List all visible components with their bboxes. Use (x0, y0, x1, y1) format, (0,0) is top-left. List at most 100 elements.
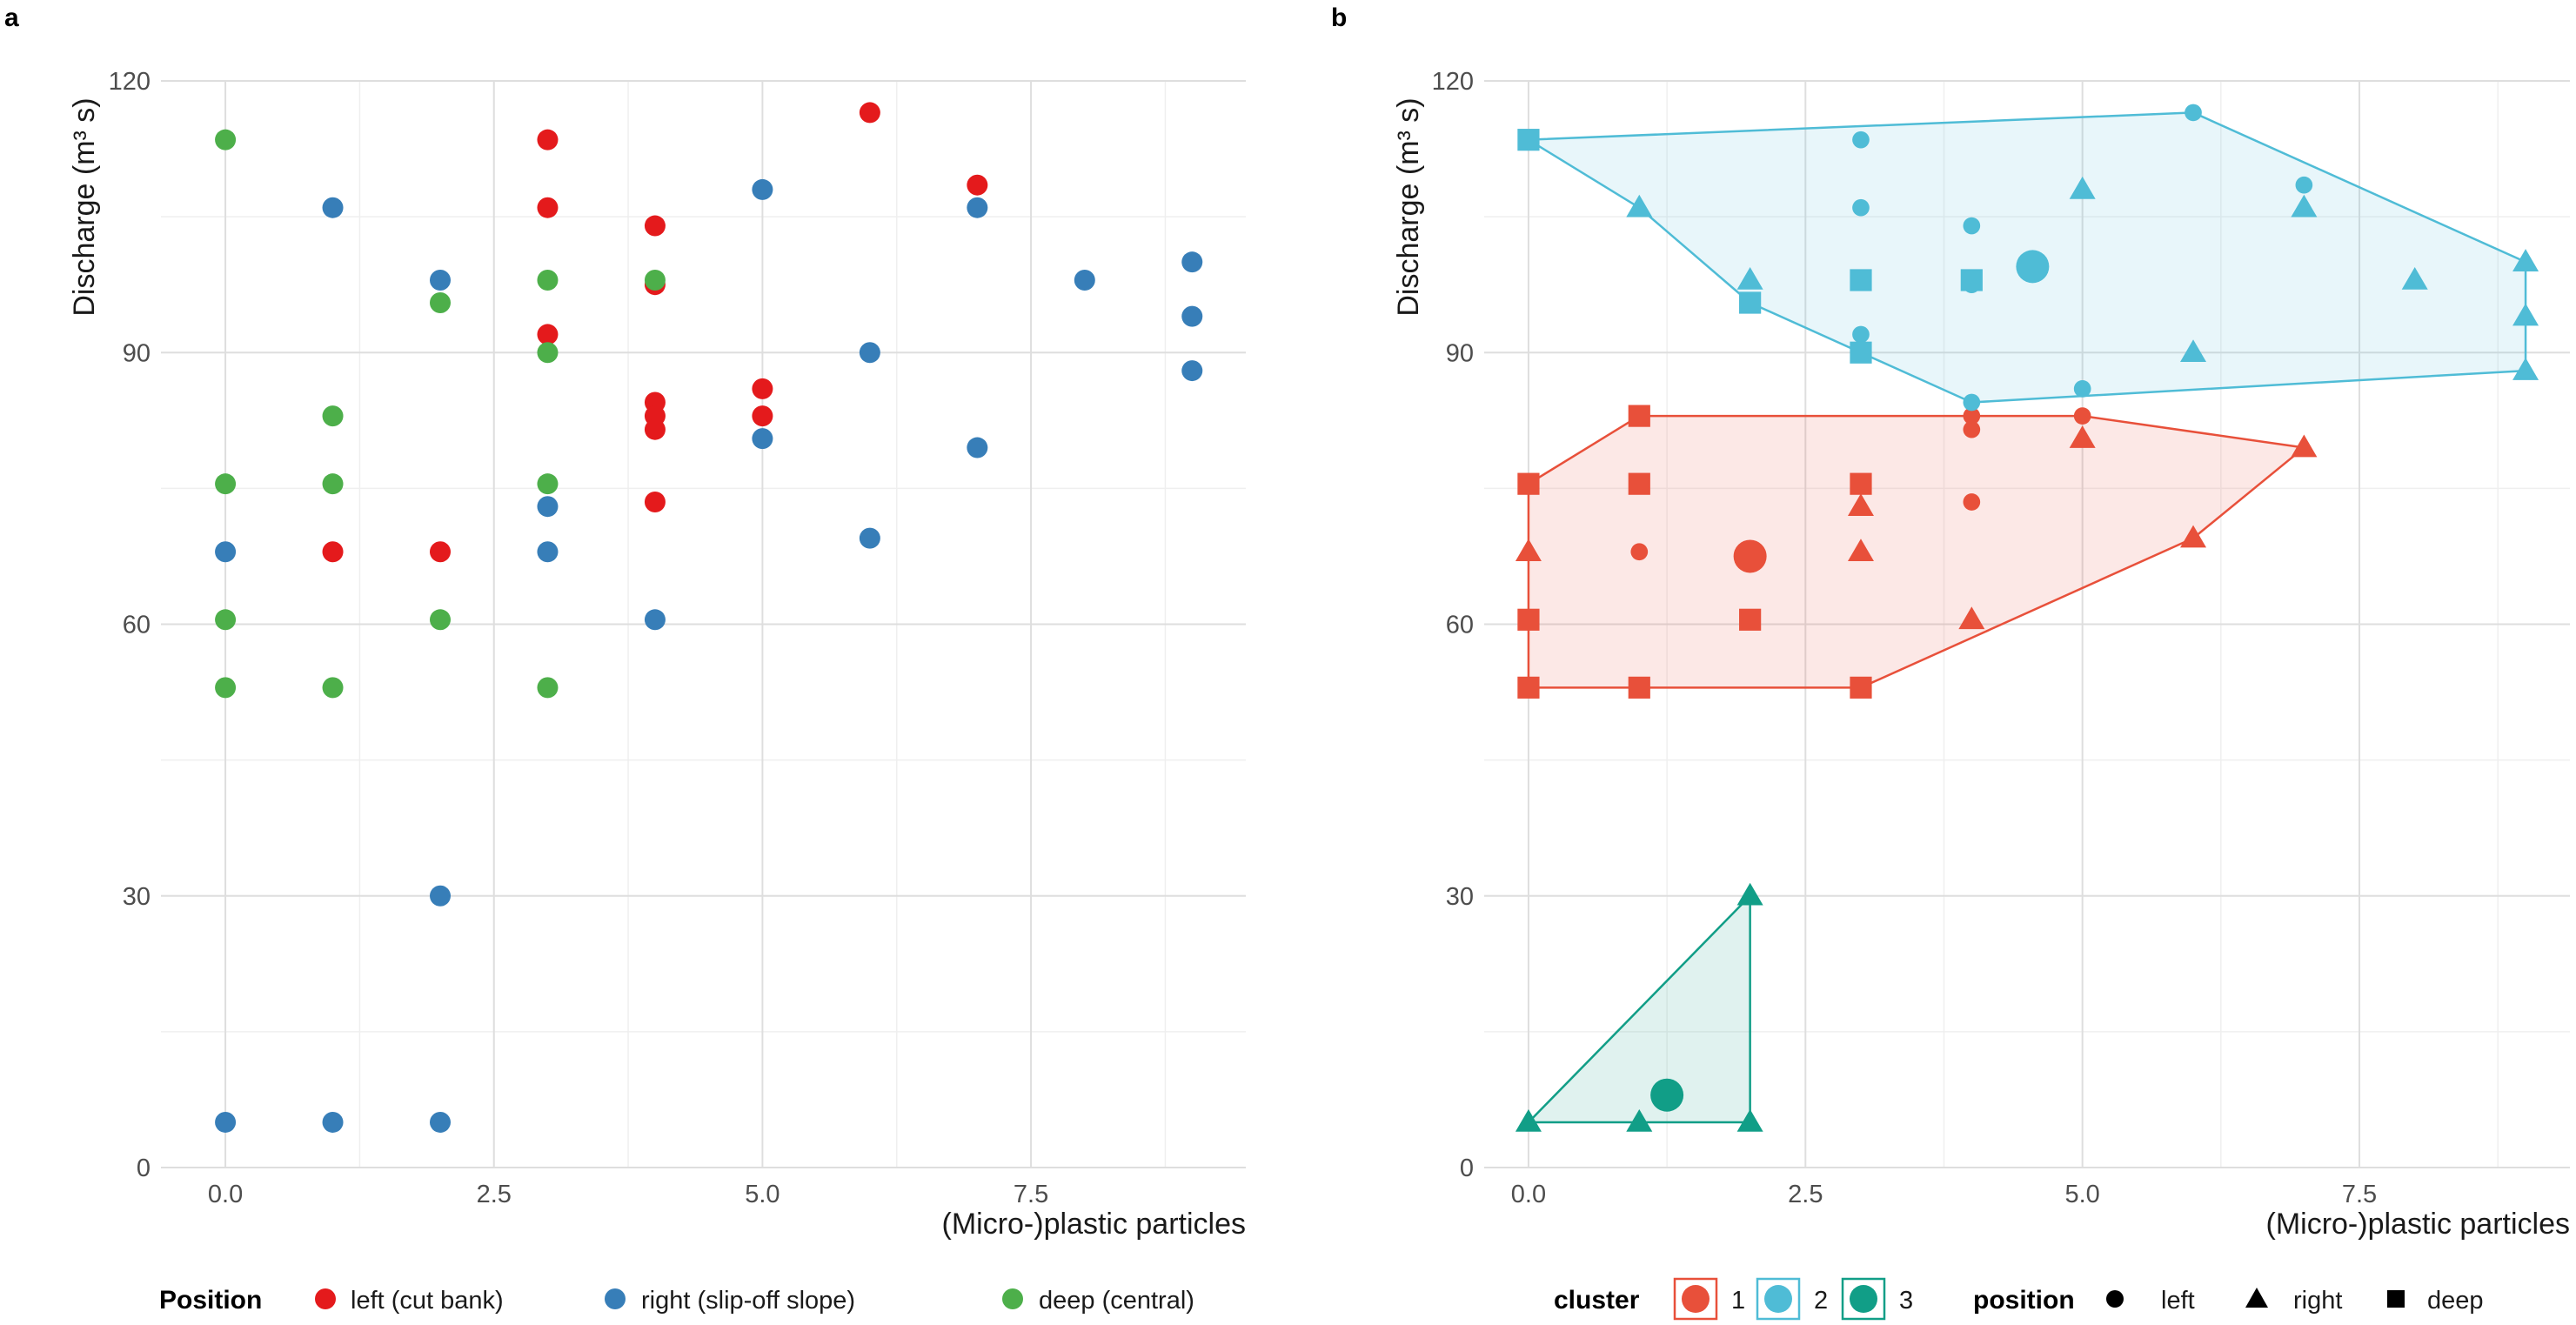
point-cluster-2-circle (2295, 176, 2313, 194)
panel-b-x-axis-title: (Micro-)plastic particles (2266, 1208, 2571, 1241)
legend-label-shape-left: left (2161, 1287, 2195, 1315)
point-deep-central (537, 342, 559, 364)
point-cluster-2-square (1850, 269, 1872, 291)
point-deep-central (322, 473, 344, 495)
point-right-slip-off-slope (1181, 360, 1203, 382)
panel-b-y-tick-label: 120 (1432, 68, 1474, 96)
point-right-slip-off-slope (430, 269, 452, 291)
point-right-slip-off-slope (1074, 269, 1095, 291)
point-right-slip-off-slope (322, 1111, 344, 1133)
point-cluster-1-circle (2073, 407, 2091, 425)
point-right-slip-off-slope (859, 342, 880, 364)
point-right-slip-off-slope (752, 428, 773, 450)
point-deep-central (322, 405, 344, 427)
point-cluster-2-triangle (2512, 303, 2539, 326)
legend-key-deep-central (1002, 1288, 1023, 1309)
point-right-slip-off-slope (537, 496, 559, 518)
panel-a: a 0 30 60 90 120 0.0 2.5 5.0 7.5 Discharge (m³ s… (4, 3, 1246, 1315)
panel-b-points (1515, 104, 2539, 1132)
point-cluster-1-square (1628, 472, 1650, 495)
point-deep-central (215, 129, 237, 151)
legend-label-deep-central: deep (central) (1039, 1287, 1194, 1315)
point-right-slip-off-slope (430, 1111, 452, 1133)
point-left-cut-bank (322, 541, 344, 563)
point-cluster-2-circle (1963, 217, 1981, 235)
point-right-slip-off-slope (215, 1111, 237, 1133)
point-cluster-1-circle (1963, 407, 1981, 425)
panel-b-x-tick-label: 7.5 (2342, 1181, 2377, 1208)
point-cluster-1-square (1628, 676, 1650, 699)
legend-key-cluster-1 (1682, 1285, 1710, 1313)
point-left-cut-bank (644, 215, 666, 237)
point-cluster-1-square (1850, 472, 1872, 495)
point-right-slip-off-slope (967, 437, 988, 458)
panel-b-x-tick-label: 0.0 (1511, 1181, 1546, 1208)
panel-a-y-tick-label: 0 (137, 1154, 151, 1182)
legend-key-cluster-1-box (1673, 1277, 1718, 1321)
legend-key-cluster-3 (1850, 1285, 1877, 1313)
point-left-cut-bank (967, 174, 988, 196)
point-cluster-1-triangle (2291, 434, 2318, 458)
point-right-slip-off-slope (644, 609, 666, 631)
panel-b-y-tick-label: 90 (1446, 339, 1474, 367)
legend-label-shape-right: right (2293, 1287, 2342, 1315)
point-cluster-2-circle (1852, 130, 1870, 149)
legend-label-cluster-3: 3 (1899, 1287, 1913, 1315)
point-cluster-1-square (1517, 472, 1540, 495)
panel-a-y-axis-title: Discharge (m³ s) (68, 97, 101, 316)
legend-label-shape-deep: deep (2427, 1287, 2484, 1315)
point-cluster-2-triangle (2512, 249, 2539, 271)
point-cluster-2-triangle (2180, 339, 2207, 363)
point-cluster-2-circle (1852, 198, 1870, 217)
point-right-slip-off-slope (322, 197, 344, 218)
point-left-cut-bank (752, 405, 773, 427)
legend-key-left-cut-bank (315, 1288, 336, 1309)
legend-label-left-cut-bank: left (cut bank) (351, 1287, 504, 1315)
legend-key-shape-right (2245, 1288, 2268, 1308)
point-cluster-3-triangle (1515, 1108, 1542, 1132)
panel-b-legend: cluster 1 2 3 position left right deep (1554, 1277, 2484, 1321)
panel-a-x-axis-title: (Micro-)plastic particles (942, 1208, 1247, 1241)
legend-key-cluster-3-box (1841, 1277, 1886, 1321)
cluster-centroid-1 (1733, 539, 1767, 573)
point-left-cut-bank (430, 541, 452, 563)
panel-a-gridlines (161, 80, 1246, 1168)
point-cluster-1-square (1517, 608, 1540, 631)
point-cluster-2-triangle (2401, 266, 2428, 290)
point-deep-central (537, 269, 559, 291)
point-right-slip-off-slope (215, 541, 237, 563)
legend-label-right-slip-off-slope: right (slip-off slope) (641, 1287, 855, 1315)
panel-a-x-tick-label: 2.5 (477, 1181, 512, 1208)
point-deep-central (215, 473, 237, 495)
point-cluster-2-square (1517, 129, 1540, 151)
panel-a-x-tick-label: 7.5 (1014, 1181, 1048, 1208)
panel-a-x-tick-label: 5.0 (745, 1181, 779, 1208)
panel-b-x-tick-label: 5.0 (2065, 1181, 2100, 1208)
point-cluster-2-triangle (2069, 176, 2096, 199)
point-right-slip-off-slope (1181, 251, 1203, 273)
cluster-hull-3 (1527, 894, 1751, 1124)
point-cluster-1-square (1628, 405, 1650, 427)
point-cluster-1-triangle (1958, 606, 1985, 630)
panel-b-gridlines (1484, 80, 2570, 1168)
point-left-cut-bank (537, 197, 559, 218)
point-deep-central (644, 269, 666, 291)
point-cluster-2-circle (2073, 380, 2091, 398)
point-left-cut-bank (859, 102, 880, 124)
panel-a-x-tick-label: 0.0 (208, 1181, 243, 1208)
panel-a-y-tick-label: 60 (123, 612, 151, 639)
panel-a-points (215, 102, 1203, 1133)
point-cluster-1-square (1517, 676, 1540, 699)
point-cluster-1-circle (1630, 543, 1649, 561)
point-cluster-2-square (1960, 269, 1983, 291)
cluster-centroid-2 (2016, 250, 2050, 284)
point-deep-central (430, 609, 452, 631)
legend-cluster-title: cluster (1554, 1286, 1640, 1315)
point-left-cut-bank (537, 129, 559, 151)
point-right-slip-off-slope (967, 197, 988, 218)
point-cluster-3-triangle (1736, 882, 1763, 906)
panel-label-a: a (4, 3, 19, 32)
point-cluster-2-triangle (1626, 194, 1653, 217)
point-cluster-2-triangle (2512, 358, 2539, 380)
